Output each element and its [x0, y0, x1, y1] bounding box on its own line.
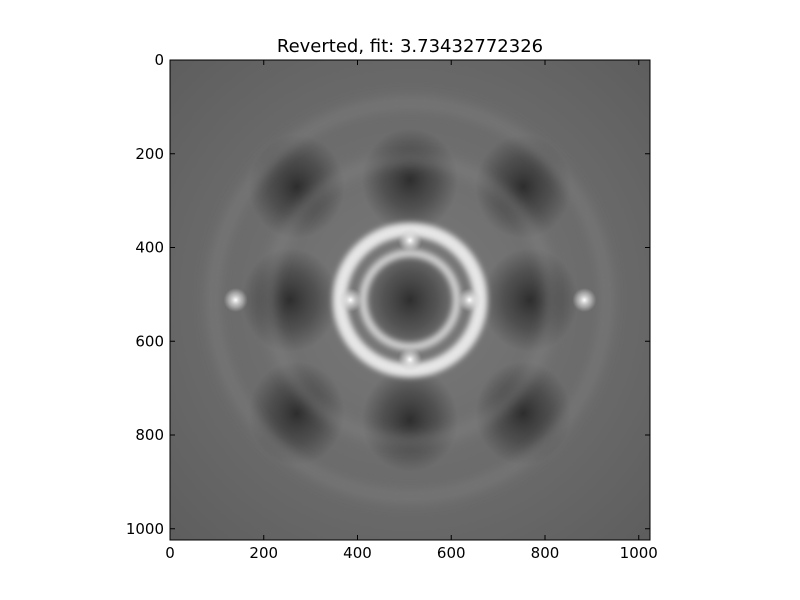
bright-point	[398, 228, 422, 253]
bright-point	[338, 288, 363, 312]
bright-point	[398, 347, 422, 372]
y-tick-label: 1000	[126, 520, 164, 538]
x-tick-label: 1000	[620, 544, 658, 562]
y-tick-label: 400	[135, 239, 164, 257]
x-tick-label: 600	[437, 544, 466, 562]
bright-point	[572, 288, 597, 312]
y-tick-label: 600	[135, 332, 164, 350]
dark-lobe	[482, 248, 578, 352]
dark-lobe	[242, 248, 338, 352]
x-tick-label: 200	[249, 544, 278, 562]
y-tick-label: 200	[135, 145, 164, 163]
plot-frame	[169, 59, 651, 541]
chart-title: Reverted, fit: 3.73432772326	[277, 36, 543, 57]
dark-lobe	[362, 128, 458, 232]
bright-point	[223, 288, 248, 312]
x-tick-label: 400	[343, 544, 372, 562]
y-axis: 0 200 400 600 800 1000	[126, 51, 650, 538]
bright-point	[457, 288, 482, 312]
dark-lobe	[362, 368, 458, 472]
bright-ring	[359, 249, 461, 351]
heatmap-pattern	[208, 98, 612, 502]
x-axis: 0 200 400 600 800 1000	[165, 60, 658, 562]
dark-lobe	[362, 248, 458, 352]
outer-arc	[208, 98, 612, 502]
x-tick-label: 800	[531, 544, 560, 562]
plot-area	[170, 60, 650, 540]
x-tick-label: 0	[165, 544, 175, 562]
y-tick-label: 0	[154, 51, 164, 69]
outer-arc	[264, 154, 556, 446]
y-tick-label: 800	[135, 426, 164, 444]
